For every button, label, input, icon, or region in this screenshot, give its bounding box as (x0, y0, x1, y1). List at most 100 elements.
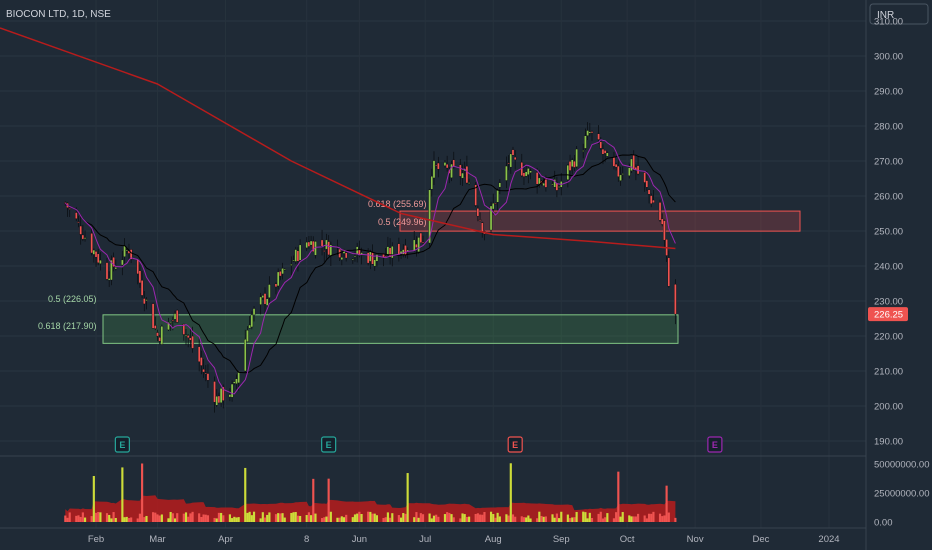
volume-bar (507, 515, 510, 522)
volume-bar (305, 515, 308, 522)
volume-bar (320, 518, 324, 522)
volume-bar (557, 518, 561, 522)
candle (476, 205, 480, 222)
volume-bar (268, 512, 271, 522)
volume-bar (483, 512, 486, 522)
candle (419, 232, 423, 243)
volume-bar (191, 511, 194, 522)
volume-bar (496, 512, 499, 522)
volume-bar (154, 512, 157, 522)
volume-bar (525, 517, 528, 522)
volume-bar (244, 467, 247, 522)
volume-bar (97, 512, 100, 522)
time-tick-label: Jul (419, 534, 431, 545)
price-axis[interactable]: INR 310.00 300.00 290.00 280.00 270.00 260.00… (865, 0, 932, 550)
candle (96, 248, 100, 266)
volume-bar (99, 512, 102, 522)
earnings-marker[interactable]: E (114, 436, 130, 453)
earnings-marker[interactable]: E (707, 436, 723, 453)
volume-bar (630, 516, 633, 522)
volume-bar (553, 517, 556, 522)
earnings-marker[interactable]: E (507, 436, 523, 453)
candle (230, 380, 234, 402)
volume-bar (307, 512, 310, 522)
volume-bar (551, 514, 554, 522)
volume-bar (391, 513, 394, 522)
volume-bar (248, 511, 251, 522)
volume-bar (283, 517, 286, 522)
candle (491, 193, 495, 215)
volume-bar (108, 514, 111, 522)
volume-bar (105, 513, 109, 522)
currency-button[interactable] (869, 3, 929, 25)
time-axis[interactable]: Feb Mar Apr 8 Jun Jul Aug Sep Oct Nov Dec 2024 (0, 527, 866, 545)
candle (373, 259, 377, 271)
volume-bar (658, 513, 662, 522)
volume-bar (173, 518, 177, 522)
ma-slow-line (64, 154, 676, 374)
time-tick-label: Dec (753, 534, 770, 545)
volume-bar (367, 511, 370, 522)
candle (99, 252, 102, 271)
candle (663, 219, 666, 247)
volume-bar (520, 516, 523, 522)
volume-bar (476, 513, 479, 522)
volume-bar (261, 512, 264, 522)
volume-bar (544, 516, 547, 522)
candle (617, 160, 620, 182)
volume-bar (402, 513, 405, 522)
volume-bar (310, 515, 313, 522)
volume-bar (619, 516, 622, 522)
time-tick-label: Aug (485, 534, 502, 545)
earnings-marker[interactable]: E (321, 436, 337, 453)
price-tick-label: 210.00 (874, 367, 903, 378)
candle (511, 146, 515, 156)
candle (478, 212, 482, 222)
volume-bar (527, 515, 530, 522)
candle (621, 166, 624, 181)
last-price-tag: 226.25 (868, 307, 908, 322)
volume-bar (628, 515, 631, 522)
candle (421, 235, 425, 245)
volume-bar (345, 514, 348, 522)
volume-bar (77, 515, 80, 522)
volume-bar (323, 517, 326, 522)
volume-bar (538, 511, 541, 522)
volume-bar (465, 516, 468, 522)
price-tick-label: 280.00 (874, 122, 903, 133)
volume-bar (382, 517, 385, 522)
candle (145, 297, 148, 310)
volume-bar (529, 518, 532, 522)
candle (283, 268, 287, 271)
candle (206, 364, 210, 388)
candle (322, 241, 326, 262)
candle (529, 168, 532, 180)
volume-bar (130, 517, 133, 522)
candle (154, 316, 157, 331)
time-tick-label: 8 (304, 534, 309, 545)
volume-bar (340, 516, 343, 522)
volume-bar (505, 514, 508, 522)
volume-bar (663, 515, 666, 522)
volume-bar (187, 516, 190, 522)
candle (112, 252, 115, 272)
volume-bar (419, 513, 422, 522)
volume-bar (399, 517, 403, 522)
volume-bar (590, 518, 594, 522)
resistance-zone[interactable] (399, 210, 801, 232)
candle (140, 270, 144, 299)
volume-bar (397, 515, 400, 522)
volume-bar (404, 513, 407, 522)
fib-label-upper-618: 0.618 (255.69) (368, 199, 427, 209)
volume-bar (560, 511, 563, 522)
candle (509, 152, 513, 174)
volume-bar (474, 513, 477, 522)
volume-bar (127, 518, 131, 522)
volume-bar (125, 516, 128, 522)
candle (351, 258, 355, 264)
volume-bar (152, 512, 155, 522)
volume-bar (435, 514, 438, 522)
volume-bar (266, 514, 269, 522)
price-tick-label: 290.00 (874, 87, 903, 98)
